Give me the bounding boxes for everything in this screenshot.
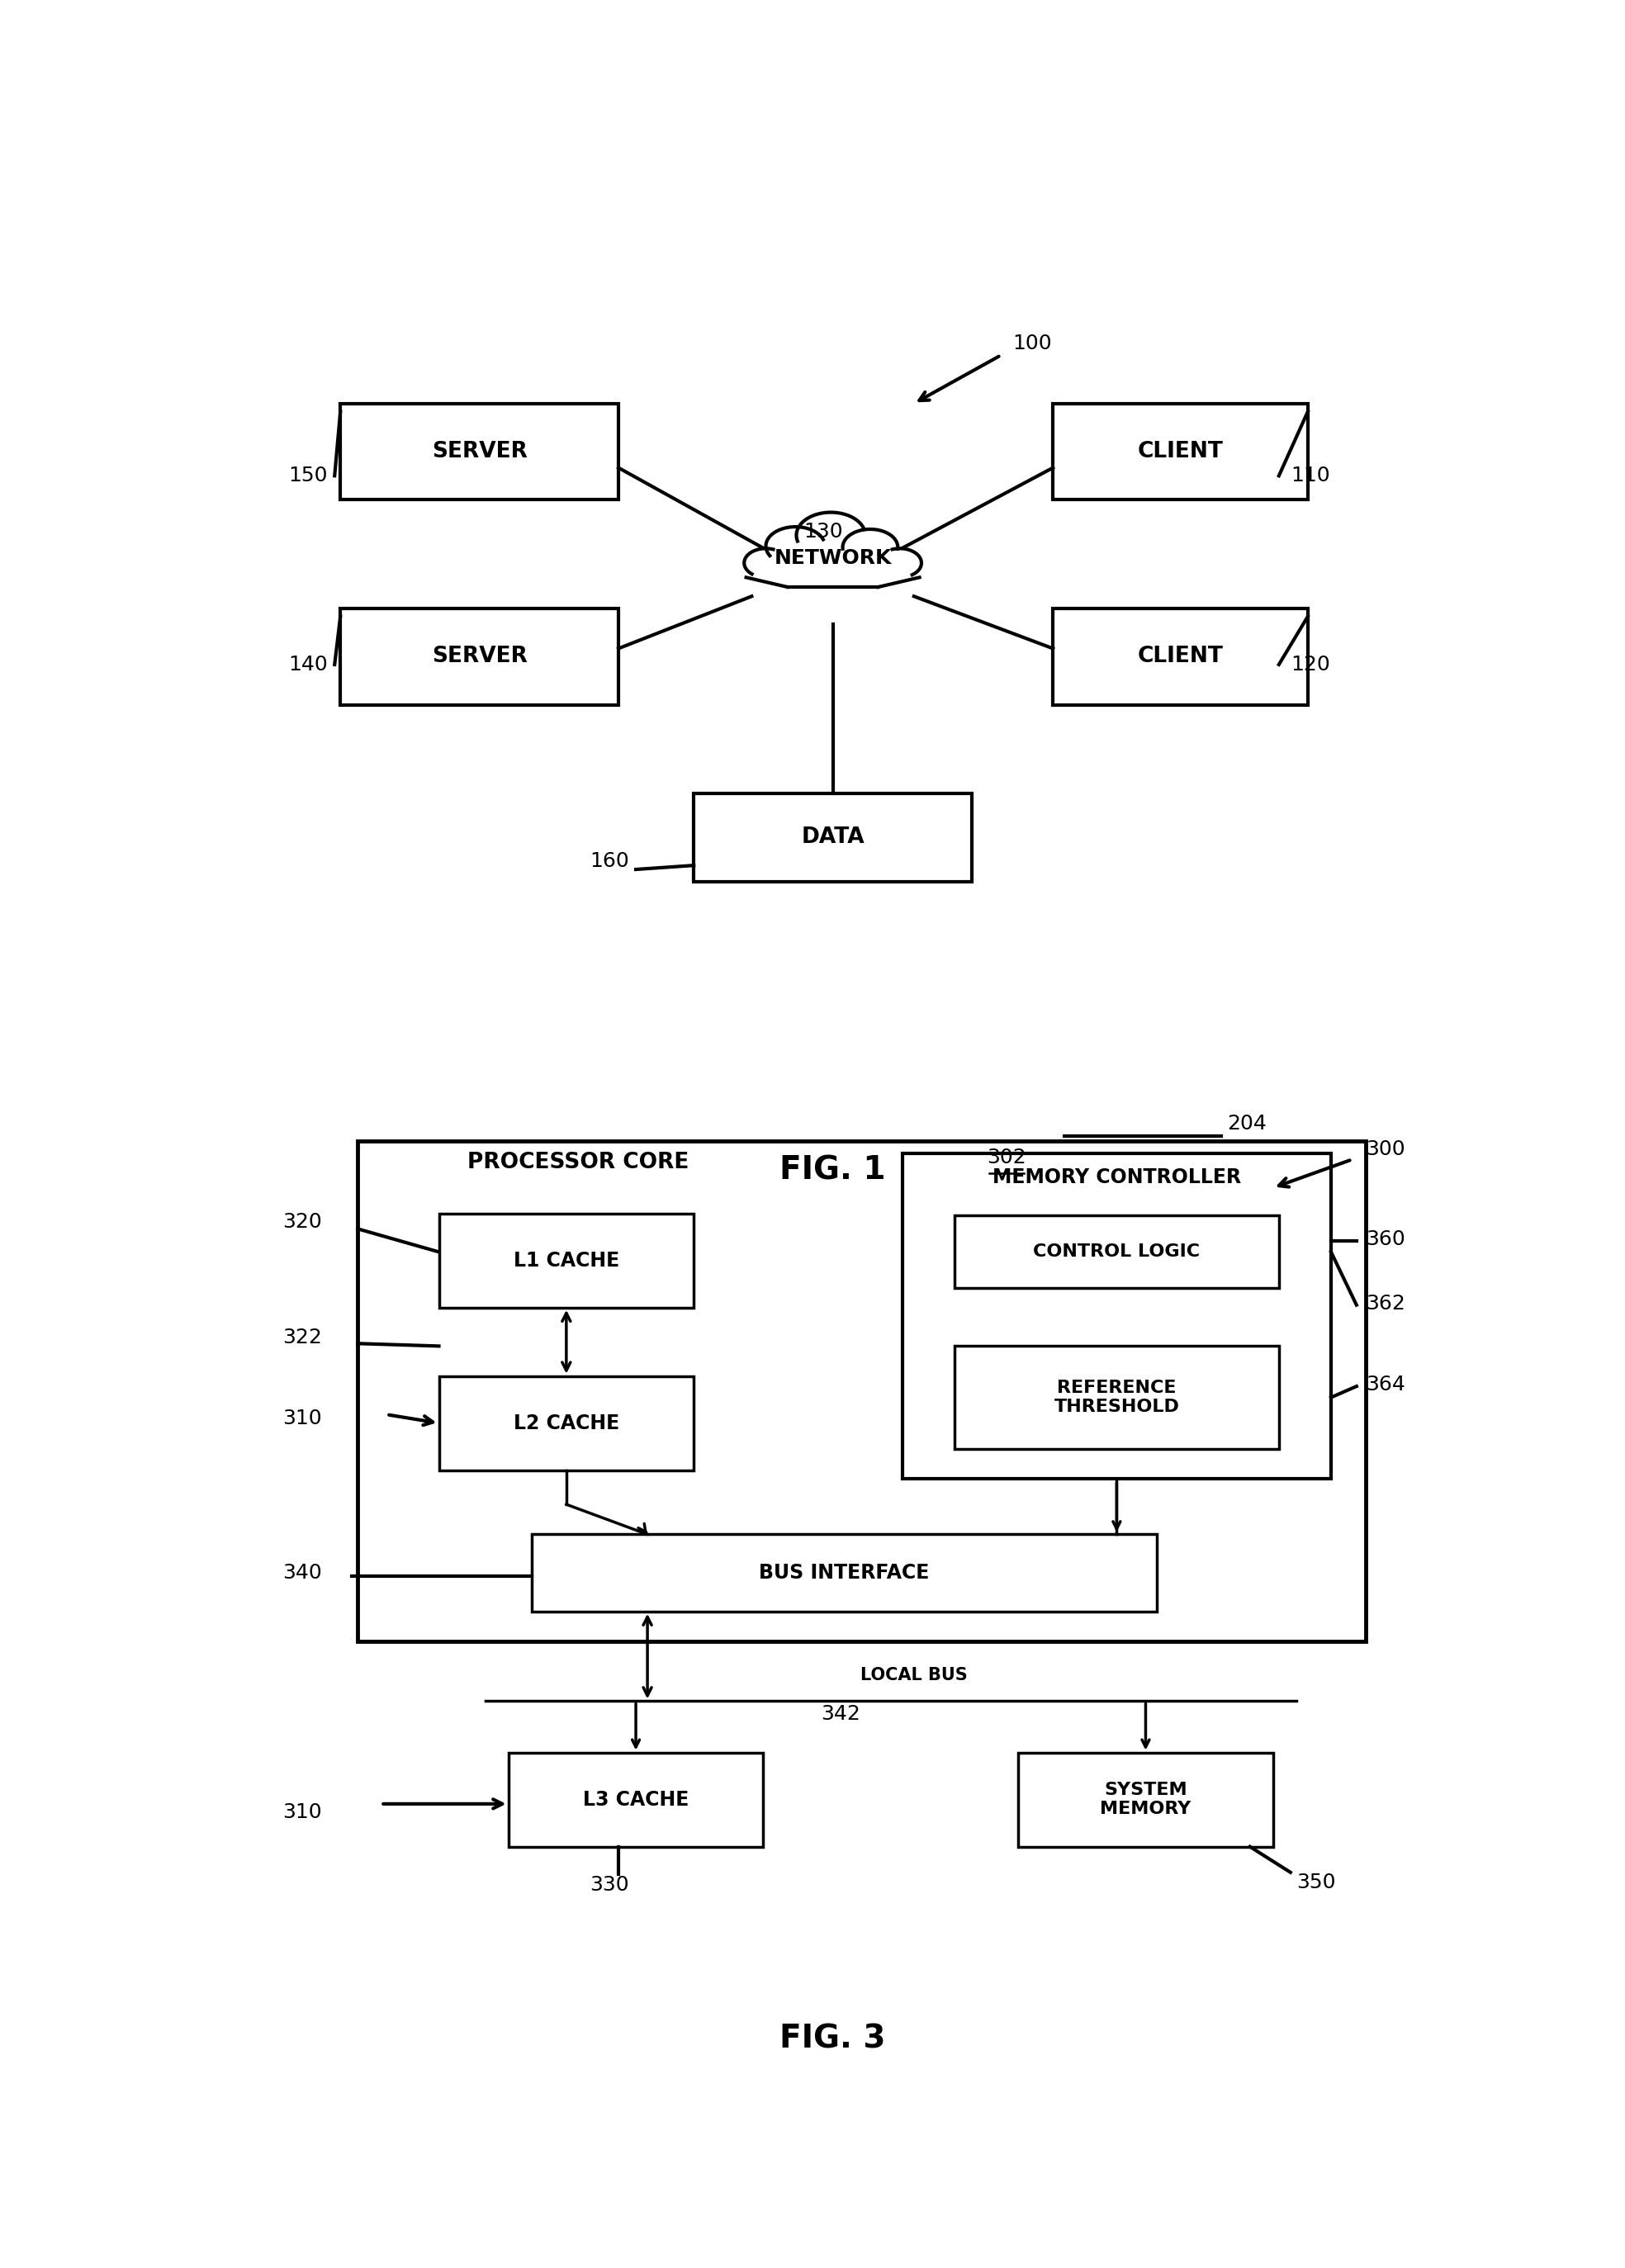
Text: NETWORK: NETWORK: [773, 549, 892, 567]
Text: 100: 100: [1012, 333, 1051, 354]
FancyBboxPatch shape: [1053, 608, 1308, 705]
Text: 204: 204: [1227, 1114, 1266, 1134]
FancyBboxPatch shape: [340, 608, 619, 705]
Text: SYSTEM
MEMORY: SYSTEM MEMORY: [1100, 1783, 1191, 1817]
Ellipse shape: [878, 549, 921, 578]
FancyBboxPatch shape: [439, 1213, 694, 1309]
Text: BUS INTERFACE: BUS INTERFACE: [759, 1563, 929, 1583]
FancyBboxPatch shape: [1053, 404, 1308, 499]
Text: LOCAL BUS: LOCAL BUS: [860, 1667, 967, 1683]
FancyBboxPatch shape: [358, 1141, 1365, 1642]
Text: L3 CACHE: L3 CACHE: [583, 1789, 689, 1810]
Text: CLIENT: CLIENT: [1138, 646, 1224, 667]
FancyBboxPatch shape: [902, 1154, 1331, 1479]
Text: MEMORY CONTROLLER: MEMORY CONTROLLER: [993, 1168, 1241, 1188]
Text: 364: 364: [1365, 1374, 1406, 1395]
Text: SERVER: SERVER: [432, 440, 526, 463]
Text: PROCESSOR CORE: PROCESSOR CORE: [466, 1152, 689, 1173]
Text: 300: 300: [1365, 1139, 1406, 1159]
Text: 350: 350: [1297, 1873, 1336, 1892]
Text: CONTROL LOGIC: CONTROL LOGIC: [1034, 1243, 1201, 1261]
Text: 330: 330: [590, 1876, 629, 1896]
Text: 322: 322: [283, 1327, 322, 1347]
Text: 302: 302: [986, 1148, 1027, 1168]
FancyBboxPatch shape: [439, 1377, 694, 1470]
Text: REFERENCE
THRESHOLD: REFERENCE THRESHOLD: [1055, 1379, 1180, 1415]
Text: FIG. 3: FIG. 3: [780, 2023, 886, 2055]
Ellipse shape: [757, 547, 908, 587]
Text: 320: 320: [283, 1211, 322, 1232]
FancyBboxPatch shape: [1019, 1753, 1272, 1846]
Text: 360: 360: [1365, 1229, 1406, 1250]
Text: L1 CACHE: L1 CACHE: [514, 1250, 619, 1270]
Text: 342: 342: [821, 1703, 861, 1724]
Text: 362: 362: [1365, 1293, 1406, 1313]
Ellipse shape: [796, 513, 865, 558]
Text: 120: 120: [1290, 655, 1329, 674]
Text: FIG. 1: FIG. 1: [780, 1154, 886, 1186]
Text: CLIENT: CLIENT: [1138, 440, 1224, 463]
FancyBboxPatch shape: [531, 1535, 1157, 1610]
Text: SERVER: SERVER: [432, 646, 526, 667]
Text: 310: 310: [283, 1408, 322, 1429]
Ellipse shape: [765, 526, 826, 565]
FancyBboxPatch shape: [694, 794, 972, 882]
Ellipse shape: [744, 549, 788, 578]
Text: L2 CACHE: L2 CACHE: [514, 1413, 619, 1433]
Text: 340: 340: [283, 1563, 322, 1583]
FancyBboxPatch shape: [509, 1753, 764, 1846]
Text: 130: 130: [804, 522, 843, 542]
Text: 110: 110: [1290, 465, 1329, 485]
FancyBboxPatch shape: [954, 1347, 1279, 1449]
Text: 310: 310: [283, 1803, 322, 1823]
Text: DATA: DATA: [801, 826, 865, 848]
Ellipse shape: [843, 528, 897, 565]
FancyBboxPatch shape: [954, 1216, 1279, 1288]
Text: 150: 150: [288, 465, 328, 485]
Text: 140: 140: [288, 655, 328, 674]
FancyBboxPatch shape: [340, 404, 619, 499]
Text: 160: 160: [590, 850, 629, 871]
